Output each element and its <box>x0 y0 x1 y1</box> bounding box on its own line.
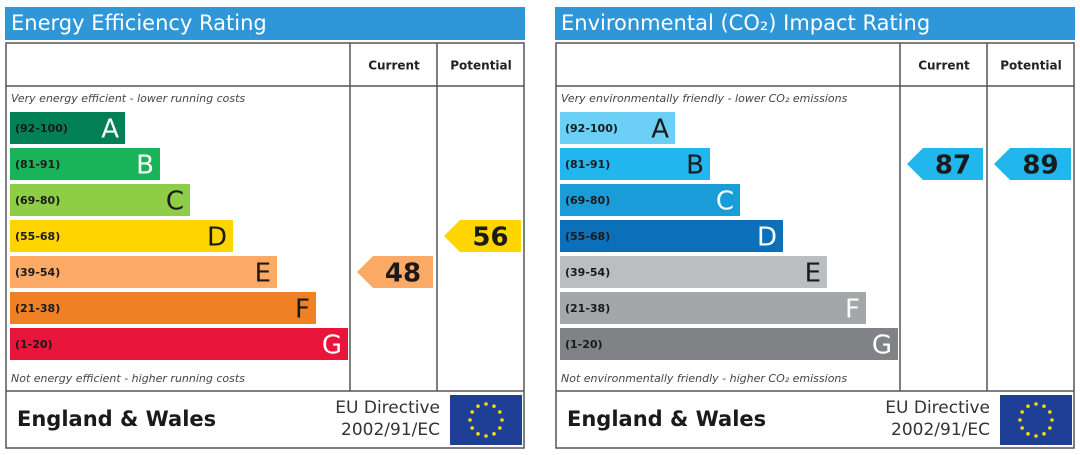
band-letter: D <box>757 223 777 253</box>
band-bar <box>10 292 316 324</box>
directive: EU Directive <box>885 398 990 418</box>
rating-value: 87 <box>935 151 971 181</box>
title-bar <box>555 7 1075 40</box>
band-bar <box>10 184 190 216</box>
title-bar <box>5 7 525 40</box>
eu-star <box>470 426 474 430</box>
band-bar <box>560 220 783 252</box>
eu-star <box>492 404 496 408</box>
rating-panel: Environmental (CO₂) Impact Rating Current… <box>555 7 1075 449</box>
eu-star <box>1042 432 1046 436</box>
band-range: (1-20) <box>15 338 53 351</box>
band-bar <box>560 148 710 180</box>
band-letter: F <box>295 295 310 325</box>
eu-star <box>1042 404 1046 408</box>
eu-star <box>1048 410 1052 414</box>
band-range: (69-80) <box>565 194 610 207</box>
band-letter: E <box>805 259 821 289</box>
eu-star <box>498 426 502 430</box>
eu-star <box>498 410 502 414</box>
band-range: (81-91) <box>565 158 610 171</box>
directive: 2002/91/EC <box>891 420 990 440</box>
column-header: Potential <box>450 59 512 73</box>
band-bar <box>10 112 125 144</box>
band-bar <box>560 328 898 360</box>
eu-star <box>468 418 472 422</box>
region: England & Wales <box>17 407 216 431</box>
bottom-note: Not environmentally friendly - higher CO… <box>561 372 847 385</box>
panel-title: Environmental (CO₂) Impact Rating <box>561 11 930 35</box>
band-bar <box>560 184 740 216</box>
band-bar <box>10 256 277 288</box>
band-range: (55-68) <box>565 230 610 243</box>
band-letter: A <box>651 115 669 145</box>
top-note: Very energy efficient - lower running co… <box>11 92 245 105</box>
panel-title: Energy Efficiency Rating <box>11 11 267 35</box>
band-range: (92-100) <box>15 122 68 135</box>
frame <box>555 42 1075 449</box>
band-range: (81-91) <box>15 158 60 171</box>
eu-star <box>476 404 480 408</box>
band-letter: G <box>872 331 892 361</box>
frame <box>5 42 525 449</box>
band-range: (1-20) <box>565 338 603 351</box>
rating-panel: Energy Efficiency Rating Current Potential… <box>5 7 525 449</box>
band-bar <box>560 256 827 288</box>
band-bar <box>10 328 348 360</box>
rating-arrow <box>907 148 983 180</box>
directive: 2002/91/EC <box>341 420 440 440</box>
band-range: (21-38) <box>565 302 610 315</box>
directive: EU Directive <box>335 398 440 418</box>
eu-star <box>484 402 488 406</box>
eu-star <box>1034 434 1038 438</box>
eu-star <box>1034 402 1038 406</box>
band-range: (21-38) <box>15 302 60 315</box>
band-letter: F <box>845 295 860 325</box>
band-letter: B <box>136 151 154 181</box>
rating-value: 48 <box>385 259 421 289</box>
eu-star <box>492 432 496 436</box>
top-note: Very environmentally friendly - lower CO… <box>561 92 848 105</box>
eu-star <box>1020 426 1024 430</box>
band-bar <box>560 292 866 324</box>
rating-arrow <box>357 256 433 288</box>
region: England & Wales <box>567 407 766 431</box>
eu-star <box>1050 418 1054 422</box>
eu-star <box>1026 404 1030 408</box>
band-letter: C <box>716 187 734 217</box>
column-header: Current <box>368 59 420 73</box>
rating-arrow <box>444 220 521 252</box>
eu-star <box>1020 410 1024 414</box>
eu-star <box>1048 426 1052 430</box>
band-bar <box>10 220 233 252</box>
band-range: (69-80) <box>15 194 60 207</box>
eu-star <box>476 432 480 436</box>
band-range: (39-54) <box>565 266 610 279</box>
band-letter: G <box>322 331 342 361</box>
column-header: Potential <box>1000 59 1062 73</box>
band-letter: C <box>166 187 184 217</box>
rating-value: 89 <box>1022 151 1058 181</box>
rating-arrow <box>994 148 1071 180</box>
bottom-note: Not energy efficient - higher running co… <box>11 372 245 385</box>
band-bar <box>560 112 675 144</box>
band-letter: B <box>686 151 704 181</box>
band-bar <box>10 148 160 180</box>
band-range: (39-54) <box>15 266 60 279</box>
eu-star <box>470 410 474 414</box>
rating-value: 56 <box>472 223 508 253</box>
band-range: (92-100) <box>565 122 618 135</box>
band-range: (55-68) <box>15 230 60 243</box>
band-letter: D <box>207 223 227 253</box>
eu-star <box>1018 418 1022 422</box>
band-letter: E <box>255 259 271 289</box>
band-letter: A <box>101 115 119 145</box>
column-header: Current <box>918 59 970 73</box>
eu-star <box>1026 432 1030 436</box>
eu-star <box>500 418 504 422</box>
eu-star <box>484 434 488 438</box>
